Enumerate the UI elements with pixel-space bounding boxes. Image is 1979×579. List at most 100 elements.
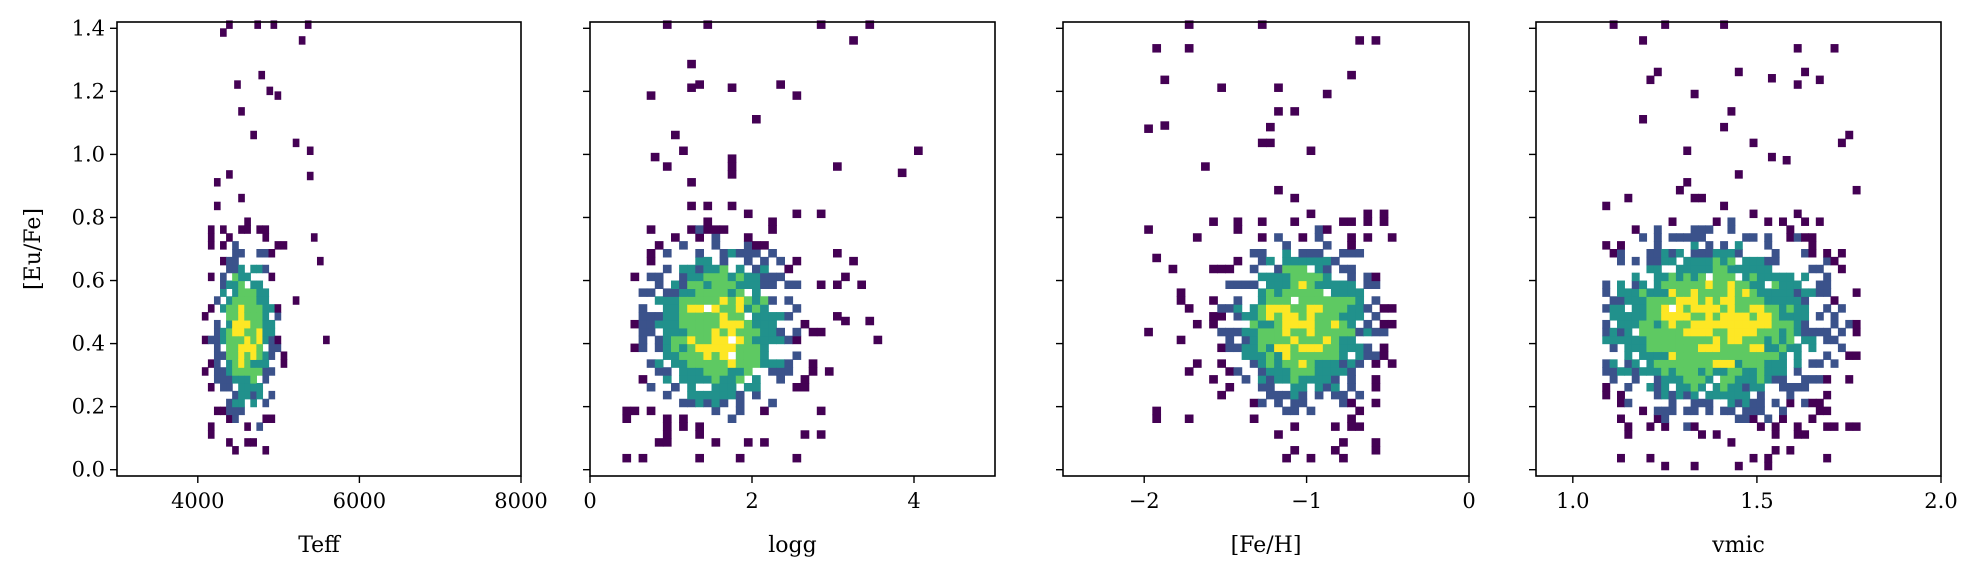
heatmap-cell [1764,359,1773,368]
heatmap-cell [1683,375,1692,384]
heatmap-cell [695,80,704,89]
heatmap-cell [824,367,834,376]
heatmap-cell [1852,185,1861,195]
heatmap-cell [671,351,680,360]
heatmap-cell [250,130,257,140]
heatmap-cell [703,312,713,321]
heatmap-cell [1756,422,1765,431]
heatmap-cell [1698,304,1706,313]
heatmap-cell [1756,390,1765,400]
heatmap-cell [687,272,696,282]
heatmap-cell [1290,304,1300,313]
heatmap-cell [1675,367,1684,376]
heatmap-cell [238,359,245,368]
heatmap-cell [1734,241,1743,250]
heatmap-cell [703,264,713,274]
heatmap-cell [1306,406,1316,416]
heatmap-cell [1631,304,1640,313]
heatmap-cell [743,438,753,447]
heatmap-cell [1266,382,1275,392]
heatmap-cell [1727,335,1736,345]
heatmap-cell [743,256,753,266]
heatmap-cell [1290,107,1300,116]
heatmap-cell [1698,249,1706,258]
heatmap-cell [1339,217,1348,226]
heatmap-cell [662,351,672,360]
heatmap-cell [1734,264,1743,274]
heatmap-cell [1808,414,1817,423]
heatmap-cell [1617,241,1625,250]
heatmap-cell [1705,312,1714,321]
heatmap-cell [256,312,264,321]
heatmap-cell [1720,390,1729,400]
heatmap-cell [1764,241,1773,250]
heatmap-cell [743,296,753,305]
heatmap-cell [1257,233,1267,242]
heatmap-cell [226,296,233,305]
heatmap-cell [1727,375,1736,384]
heatmap-cell [768,272,777,282]
heatmap-cell [244,351,251,360]
heatmap-cell [1330,422,1340,431]
heatmap-cell [1720,359,1729,368]
heatmap-cell [1266,256,1275,266]
heatmap-cell [1653,414,1662,423]
heatmap-cell [238,351,245,360]
heatmap-cell [1266,367,1275,376]
heatmap-cell [784,312,794,321]
heatmap-cell [1330,256,1340,266]
heatmap-cell [1653,256,1662,266]
heatmap-cell [1786,398,1795,408]
heatmap-cell [1274,304,1283,313]
heatmap-cell [1631,367,1640,376]
heatmap-cell [1144,124,1153,133]
heatmap-cell [687,343,696,353]
heatmap-cell [1266,304,1275,313]
heatmap-cell [1306,296,1316,305]
heatmap-cell [622,453,632,463]
heatmap-cell [1306,343,1316,353]
heatmap-cell [1712,304,1721,313]
heatmap-cell [1793,343,1802,353]
heatmap-cell [727,280,737,290]
heatmap-cell [1241,375,1251,384]
heatmap-cell [1609,335,1618,345]
heatmap-cell [220,304,227,313]
heatmap-cell [1306,304,1316,313]
heatmap-cell [1712,272,1721,282]
heatmap-cell [792,453,802,463]
heatmap-cell [232,335,239,345]
heatmap-cell [280,351,288,360]
heatmap-cell [256,343,264,353]
heatmap-cell [1617,327,1625,337]
heatmap-cell [833,162,842,171]
heatmap-cell [1668,256,1677,266]
heatmap-cell [1298,398,1308,408]
heatmap-cell [1823,351,1832,360]
heatmap-cell [1339,264,1348,274]
heatmap-cell [1801,327,1810,337]
heatmap-cell [1742,319,1751,329]
heatmap-cell [662,249,672,258]
heatmap-cell [1742,375,1751,384]
heatmap-cell [1712,367,1721,376]
heatmap-cell [1779,288,1787,297]
heatmap-cell [1347,272,1356,282]
heatmap-cell [1786,335,1795,345]
heatmap-cell [1771,335,1780,345]
heatmap-cell [1661,256,1670,266]
heatmap-cell [1225,343,1235,353]
heatmap-cells [1602,20,1861,471]
heatmap-cell [711,288,721,297]
heatmap-cell [1845,351,1854,360]
heatmap-cell [760,343,769,353]
heatmap-cell [226,343,233,353]
heatmap-cell [711,438,721,447]
heatmap-cell [1793,233,1802,242]
heatmap-cell [280,241,288,250]
heatmap-cell [719,390,729,400]
heatmap-cell [1727,359,1736,368]
heatmap-cell [654,296,664,305]
heatmap-cell [1779,280,1787,290]
